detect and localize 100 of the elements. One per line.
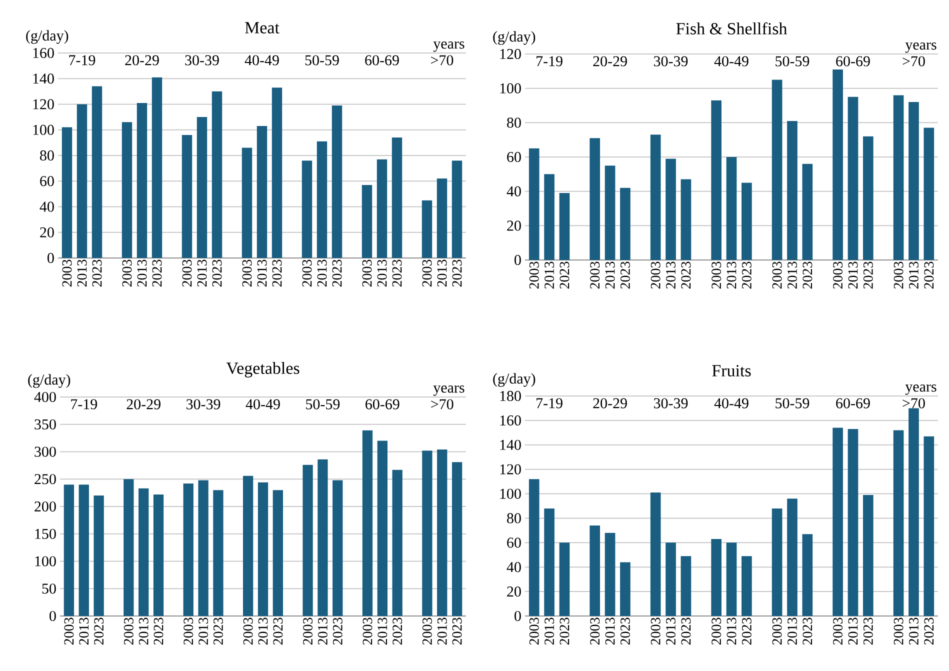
x-tick-label: 2013 <box>848 618 858 645</box>
y-tick-label: 100 <box>33 124 54 135</box>
bar <box>666 158 676 260</box>
bar <box>802 164 813 260</box>
x-tick-label: 2003 <box>833 618 843 645</box>
y-tick-label: 60 <box>507 538 521 548</box>
bar <box>908 408 919 616</box>
annotation: 7-19 <box>536 398 562 408</box>
bar <box>544 174 554 260</box>
y-tick-label: 350 <box>34 419 56 430</box>
x-tick-label: 2023 <box>452 260 462 287</box>
text: years <box>905 42 936 53</box>
x-tick-label: 2023 <box>620 618 630 645</box>
x-tick-label: 2013 <box>137 260 147 287</box>
bar <box>422 450 432 616</box>
x-tick-label: 2013 <box>726 618 736 645</box>
x-tick-label: 2023 <box>681 262 691 289</box>
x-tick-label: 2013 <box>257 260 267 287</box>
annotation: 20-29 <box>126 399 160 410</box>
y-axis-title: (g/day) <box>28 374 70 388</box>
x-tick-label: 2013 <box>198 618 208 645</box>
x-tick-label: 2003 <box>529 262 539 289</box>
bar <box>604 166 616 260</box>
annotation: 30-39 <box>654 56 688 66</box>
x-tick-label: 2003 <box>422 260 432 287</box>
x-tick-label: 2023 <box>802 618 812 645</box>
text: years <box>433 386 464 396</box>
y-axis-title: (g/day) <box>26 30 68 44</box>
annotation: 50-59 <box>306 399 340 410</box>
x-tick-label: 2013 <box>377 260 387 287</box>
bar <box>124 479 134 616</box>
x-tick-label: 2013 <box>258 618 268 645</box>
x-tick-label: 2003 <box>590 262 600 289</box>
bar <box>544 508 554 616</box>
x-tick-label: 2023 <box>742 262 752 289</box>
x-tick-label: 2003 <box>650 262 660 289</box>
y-tick-label: 60 <box>40 176 54 186</box>
x-tick-label: 2023 <box>560 618 570 645</box>
x-tick-label: 2003 <box>303 618 313 645</box>
x-tick-label: 2013 <box>666 618 676 645</box>
bar <box>212 91 222 258</box>
x-tick-label: 2013 <box>605 618 615 645</box>
annotation: 30-39 <box>654 398 688 408</box>
annotation: 60-69 <box>365 55 399 66</box>
bar <box>848 96 858 260</box>
y-tick-label: 60 <box>507 152 521 162</box>
x-tick-label: 2023 <box>452 618 462 645</box>
bar <box>76 104 88 258</box>
annotation: 7-19 <box>536 56 562 66</box>
y-tick-label: 100 <box>500 83 521 94</box>
bar <box>242 148 252 258</box>
bar <box>711 100 722 260</box>
bar <box>392 138 402 258</box>
x-tick-label: 2003 <box>302 260 312 287</box>
x-tick-label: 2013 <box>908 618 918 645</box>
bar <box>742 556 752 616</box>
annotation: >70 <box>902 56 925 66</box>
bar <box>528 148 540 260</box>
bar <box>787 120 798 260</box>
x-tick-label: 2013 <box>138 618 148 645</box>
annotation: 60-69 <box>836 398 870 408</box>
x-tick-label: 2013 <box>726 262 736 289</box>
x-tick-label: 2023 <box>802 262 812 289</box>
x-tick-label: 2013 <box>318 618 328 645</box>
bar <box>122 122 132 258</box>
bar <box>152 77 162 258</box>
bar <box>924 128 934 260</box>
x-tick-label: 2023 <box>924 262 934 289</box>
y-tick-label: 0 <box>50 610 56 622</box>
chart-title: Fish & Shellfish <box>676 22 788 34</box>
bar <box>377 440 388 616</box>
y-tick-label: 0 <box>48 252 54 264</box>
bar <box>832 69 843 260</box>
bar <box>680 179 692 260</box>
x-tick-label: 2003 <box>650 618 660 645</box>
x-tick-label: 2023 <box>863 262 873 289</box>
x-tick-label: 2023 <box>332 260 342 287</box>
bar <box>650 492 661 616</box>
bar <box>256 126 268 258</box>
y-tick-label: 140 <box>500 440 521 450</box>
y-tick-label: 80 <box>507 513 521 524</box>
x-tick-label: 2023 <box>681 618 691 645</box>
bar <box>452 160 462 258</box>
x-tick-label: 2013 <box>77 260 87 287</box>
bar <box>258 482 268 616</box>
x-tick-label: 2013 <box>666 262 676 289</box>
bar <box>893 430 904 616</box>
x-tick-label: 2003 <box>894 262 904 289</box>
y-tick-label: 120 <box>500 464 521 474</box>
x-tick-label: 2003 <box>122 260 132 287</box>
bar <box>908 102 919 260</box>
y-tick-label: 0 <box>514 254 521 266</box>
bar <box>94 496 104 616</box>
x-tick-label: 2023 <box>154 618 164 645</box>
bar <box>666 542 676 616</box>
bar <box>620 562 630 616</box>
x-tick-label: 2023 <box>94 618 104 645</box>
x-tick-label: 2003 <box>712 262 722 289</box>
x-tick-label: 2013 <box>197 260 207 287</box>
y-tick-label: 0 <box>514 610 521 622</box>
